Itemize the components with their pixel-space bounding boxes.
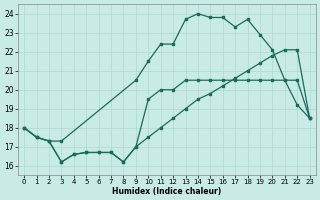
X-axis label: Humidex (Indice chaleur): Humidex (Indice chaleur)	[112, 187, 221, 196]
